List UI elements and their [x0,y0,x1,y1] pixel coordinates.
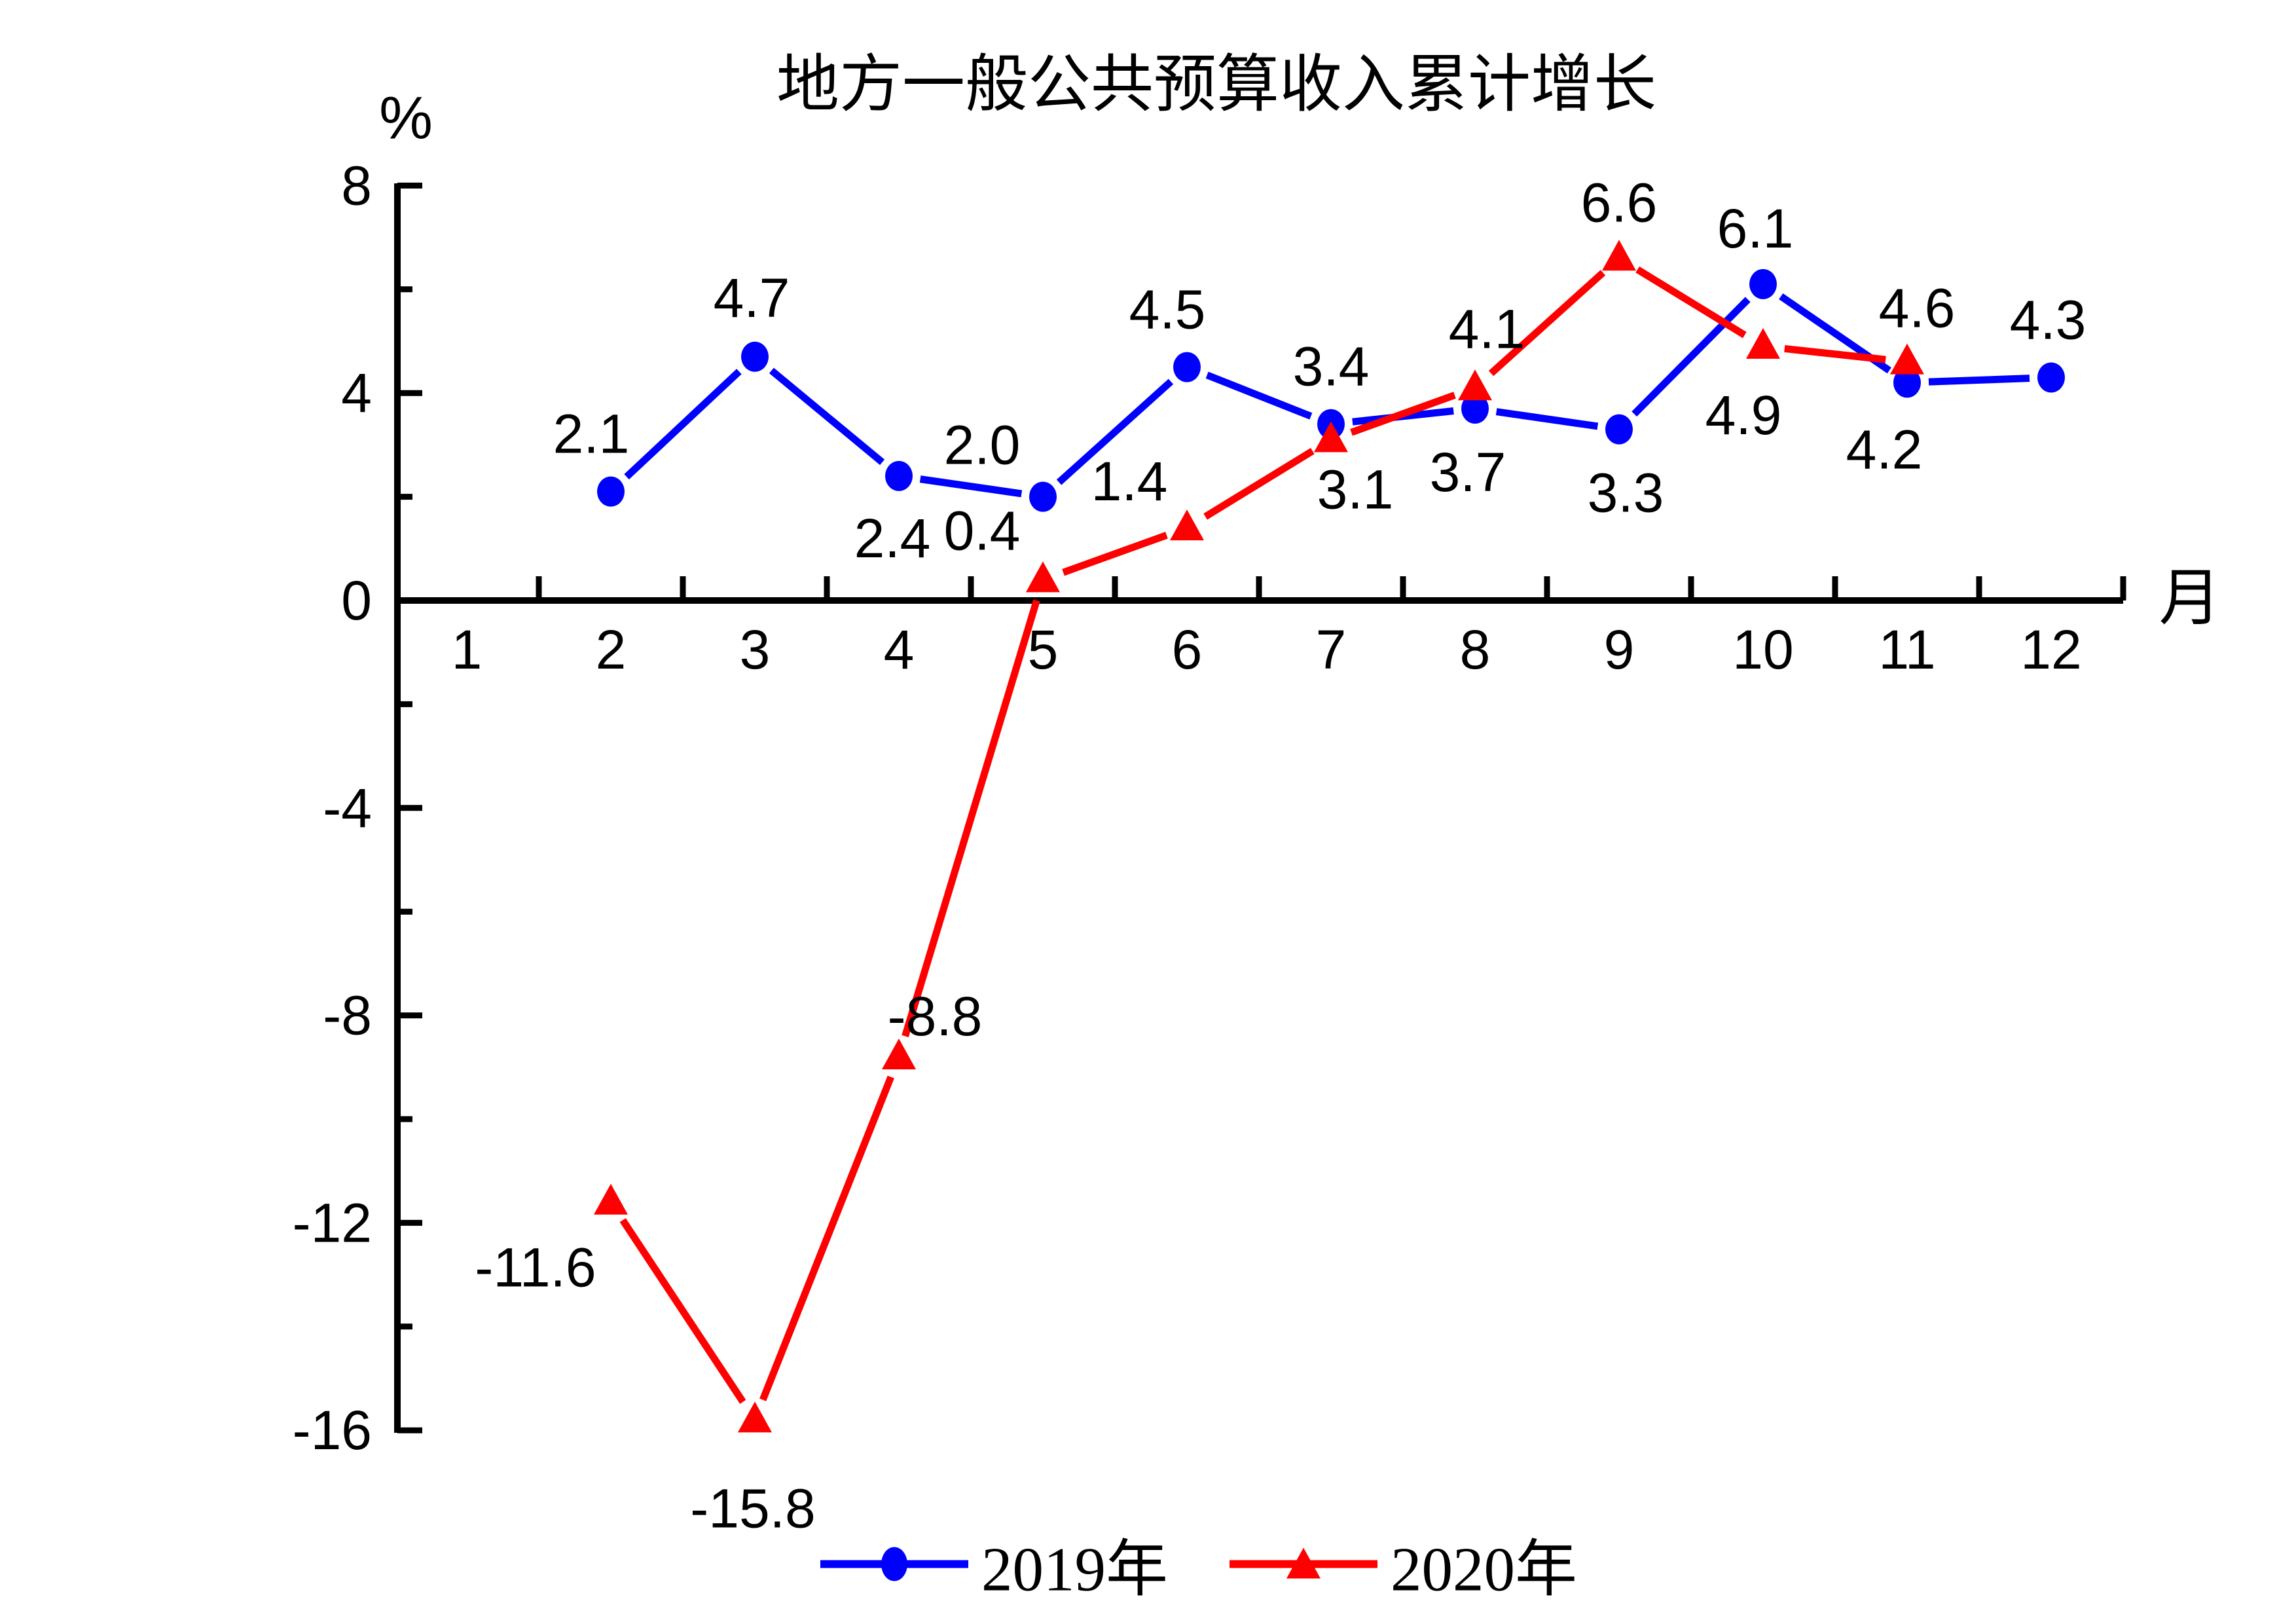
x-tick-label-5: 5 [1028,619,1059,680]
series-2019年-segment-1 [769,367,885,466]
legend-item-2020: 2020年 [1230,1519,1577,1609]
series-2019年-segment-0 [624,369,742,480]
data-label-2019年-m9: 3.3 [1588,462,1664,524]
data-label-2019年-m8: 3.7 [1430,441,1506,503]
series-2019年-segment-3 [1056,378,1174,485]
data-point-2020年-m7 [1314,421,1348,452]
data-label-2020年-m3: -15.8 [690,1477,815,1539]
data-point-2019年-m12 [2037,362,2065,393]
data-label-2019年-m10: 6.1 [1717,198,1794,259]
x-tick-label-4: 4 [884,619,915,680]
data-point-2019年-m5 [1029,481,1057,512]
series-2020年-segment-2 [902,599,1040,1037]
series-2020年-segment-5 [1350,392,1456,436]
series-2020年-segment-4 [1203,448,1315,520]
data-label-2020年-m4: -8.8 [888,986,983,1047]
data-point-2019年-m2 [597,476,625,507]
x-axis-unit-label: 月 [2159,563,2221,633]
data-point-2019年-m11 [1893,367,1921,398]
data-label-2020年-m6: 1.4 [1091,451,1168,512]
x-tick-label-12: 12 [2020,619,2081,680]
data-label-2020年-m10: 4.9 [1705,384,1782,446]
x-tick-label-9: 9 [1604,619,1635,680]
x-tick-label-6: 6 [1172,619,1203,680]
legend-label-2019: 2019年 [981,1534,1169,1604]
data-label-2020年-m11: 4.6 [1879,278,1956,339]
y-tick-label--12: -12 [293,1192,372,1253]
data-point-2020年-m9 [1602,240,1636,271]
series-2020年-segment-3 [1062,532,1168,576]
y-tick-label-0: 0 [341,570,372,631]
data-point-2020年-m11 [1890,343,1924,375]
x-tick-label-3: 3 [740,619,771,680]
data-label-2020年-m5: 0.4 [944,500,1021,561]
y-tick-label--8: -8 [323,985,372,1046]
x-tick-label-1: 1 [452,619,483,680]
y-tick-label-8: 8 [341,155,372,216]
data-label-2019年-m12: 4.3 [2010,289,2086,350]
x-tick-label-11: 11 [1878,619,1935,680]
data-point-2020年-m10 [1746,327,1780,359]
data-label-2020年-m2: -11.6 [475,1237,596,1299]
data-label-2019年-m2: 2.1 [553,403,630,465]
y-tick-label--4: -4 [323,777,372,839]
data-label-2019年-m6: 4.5 [1129,279,1206,341]
series-2019年-segment-7 [1631,297,1751,417]
data-label-2020年-m7: 3.1 [1317,458,1394,520]
series-2019年-segment-4 [1205,371,1313,420]
data-point-2020年-m2 [594,1183,628,1215]
data-point-2020年-m5 [1026,561,1060,593]
data-point-2020年-m8 [1458,369,1492,401]
series-2020年-segment-1 [759,1075,894,1401]
legend: 2019年 2020年 [820,1519,1577,1609]
series-2019年-segment-6 [1495,408,1599,430]
series-2020年-segment-8 [1784,344,1886,363]
y-tick-label-4: 4 [341,362,372,424]
data-point-2019年-m10 [1749,268,1777,299]
legend-label-2020: 2020年 [1391,1534,1578,1604]
data-point-2019年-m3 [741,341,769,372]
y-tick-label--16: -16 [293,1399,372,1461]
data-label-2019年-m7: 3.4 [1293,336,1370,397]
data-point-2019年-m4 [885,460,913,491]
data-label-2019年-m4: 2.4 [854,507,931,569]
data-point-2019年-m8 [1461,393,1489,424]
data-point-2019年-m9 [1605,414,1633,445]
series-2019年-segment-9 [1928,375,2030,386]
legend-marker-2020-triangle-icon [1230,1547,1378,1578]
data-point-2020年-m6 [1170,509,1204,541]
data-label-2019年-m5: 2.0 [944,415,1021,476]
data-point-2020年-m3 [738,1401,772,1433]
x-tick-label-7: 7 [1316,619,1347,680]
x-tick-label-10: 10 [1732,619,1793,680]
y-axis-unit-label: % [379,84,433,152]
data-label-2019年-m11: 4.2 [1846,418,1923,480]
legend-item-2019: 2019年 [820,1519,1168,1609]
chart-title: 地方一般公共预算收入累计增长 [776,49,1656,120]
series-2020年-segment-6 [1488,270,1606,377]
series-2020年-segment-7 [1635,266,1747,339]
legend-marker-2019-circle-icon [820,1547,968,1581]
data-label-2020年-m8: 4.1 [1449,298,1525,360]
data-label-2020年-m9: 6.6 [1581,172,1658,233]
data-point-2020年-m4 [882,1038,916,1069]
data-point-2019年-m6 [1173,352,1201,382]
series-2020年-segment-0 [619,1218,746,1404]
x-tick-label-8: 8 [1460,619,1491,680]
x-tick-label-2: 2 [596,619,627,680]
series-2019年-segment-2 [919,475,1023,498]
data-label-2019年-m3: 4.7 [714,267,790,329]
